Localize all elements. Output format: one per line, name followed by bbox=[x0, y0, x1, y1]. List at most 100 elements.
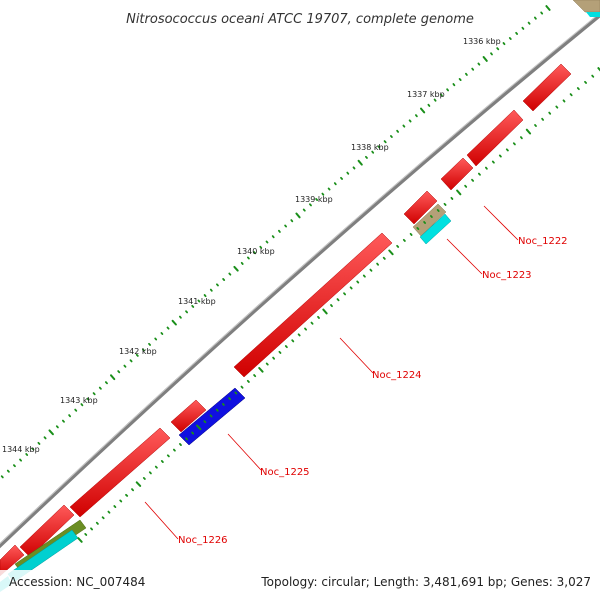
minor-tick-mark bbox=[458, 78, 462, 81]
major-tick-mark bbox=[295, 212, 301, 219]
gene-label-noc-1222[interactable]: Noc_1222 bbox=[518, 236, 568, 247]
minor-tick-mark bbox=[315, 197, 319, 202]
minor-tick-mark bbox=[31, 447, 35, 451]
minor-tick-mark bbox=[129, 359, 133, 363]
minor-tick-mark bbox=[117, 370, 121, 374]
major-tick-mark bbox=[77, 537, 83, 543]
gene-label-noc-1226[interactable]: Noc_1226 bbox=[178, 535, 228, 546]
minor-tick-mark bbox=[584, 80, 587, 84]
minor-tick-mark bbox=[55, 425, 59, 429]
gene-noc-1223[interactable] bbox=[419, 213, 452, 245]
minor-tick-mark bbox=[6, 469, 10, 473]
minor-tick-mark bbox=[234, 391, 238, 395]
outer-tick-ring bbox=[0, 5, 551, 479]
minor-tick-mark bbox=[166, 326, 170, 330]
minor-tick-mark bbox=[555, 105, 559, 109]
gene-noc-1224[interactable] bbox=[233, 232, 393, 378]
minor-tick-mark bbox=[402, 238, 406, 242]
gene-noc-1226[interactable] bbox=[69, 427, 171, 518]
kbp-label-group: 1336 kbp 1337 kbp 1338 kbp 1339 kbp 1340… bbox=[2, 37, 501, 454]
major-tick-mark bbox=[482, 56, 488, 62]
minor-tick-mark bbox=[333, 182, 337, 186]
minor-tick-mark bbox=[364, 155, 368, 159]
major-tick-mark bbox=[420, 107, 426, 114]
genome-summary-text: Topology: circular; Length: 3,481,691 bp… bbox=[260, 575, 591, 589]
minor-tick-mark bbox=[327, 187, 331, 191]
minor-tick-mark bbox=[377, 145, 381, 149]
minor-tick-mark bbox=[265, 362, 269, 366]
minor-tick-mark bbox=[452, 83, 456, 87]
minor-tick-mark bbox=[534, 16, 537, 20]
minor-tick-mark bbox=[185, 310, 189, 314]
gene-label-noc-1223[interactable]: Noc_1223 bbox=[482, 270, 532, 281]
minor-tick-mark bbox=[515, 31, 518, 35]
feature-top-right[interactable] bbox=[572, 0, 600, 13]
minor-tick-mark bbox=[95, 521, 99, 525]
minor-tick-mark bbox=[512, 142, 516, 146]
gene-block-1344a[interactable] bbox=[19, 504, 75, 558]
minor-tick-mark bbox=[308, 203, 312, 207]
minor-tick-mark bbox=[209, 288, 213, 292]
minor-tick-mark bbox=[291, 339, 295, 343]
genome-backbone bbox=[0, 13, 600, 549]
minor-tick-mark bbox=[178, 442, 182, 447]
minor-tick-mark bbox=[90, 527, 93, 531]
minor-tick-mark bbox=[43, 436, 47, 440]
kbp-label-1340: 1340 kbp bbox=[237, 247, 275, 256]
minor-tick-mark bbox=[423, 220, 427, 225]
major-tick-mark bbox=[322, 308, 328, 315]
gene-label-noc-1225[interactable]: Noc_1225 bbox=[260, 467, 310, 478]
major-tick-mark bbox=[110, 374, 116, 381]
kbp-label-1343: 1343 kbp bbox=[60, 396, 98, 405]
gene-label-noc-1224[interactable]: Noc_1224 bbox=[372, 370, 422, 381]
minor-tick-mark bbox=[246, 379, 250, 383]
leader-noc-1226 bbox=[144, 501, 179, 540]
minor-tick-mark bbox=[101, 516, 105, 520]
minor-tick-mark bbox=[154, 337, 158, 341]
gene-block-1337[interactable] bbox=[466, 109, 524, 167]
minor-tick-mark bbox=[330, 304, 333, 308]
minor-tick-mark bbox=[271, 235, 275, 239]
gene-noc-1222[interactable] bbox=[403, 190, 438, 225]
minor-tick-mark bbox=[185, 437, 189, 441]
minor-tick-mark bbox=[464, 184, 468, 188]
feature-top-right-cyan[interactable] bbox=[586, 12, 600, 17]
minor-tick-mark bbox=[471, 178, 475, 182]
minor-tick-mark bbox=[166, 454, 170, 458]
major-tick-mark bbox=[597, 67, 600, 72]
leader-noc-1225 bbox=[227, 433, 262, 471]
gene-block-1344b[interactable] bbox=[0, 544, 25, 577]
minor-tick-mark bbox=[228, 272, 232, 276]
gene-noc-1223-tan[interactable] bbox=[412, 203, 447, 237]
minor-tick-mark bbox=[408, 119, 412, 123]
minor-tick-mark bbox=[562, 99, 566, 103]
minor-tick-mark bbox=[317, 315, 320, 319]
gene-block-1342[interactable] bbox=[170, 399, 207, 433]
leader-noc-1224 bbox=[339, 337, 374, 374]
minor-tick-mark bbox=[416, 226, 420, 231]
minor-tick-mark bbox=[304, 327, 308, 331]
minor-tick-mark bbox=[12, 464, 16, 468]
minor-tick-mark bbox=[265, 240, 269, 244]
minor-tick-mark bbox=[92, 392, 96, 396]
minor-tick-mark bbox=[389, 134, 393, 139]
minor-tick-mark bbox=[191, 304, 195, 308]
kbp-label-1339: 1339 kbp bbox=[295, 195, 333, 204]
minor-tick-mark bbox=[502, 42, 506, 46]
minor-tick-mark bbox=[259, 245, 263, 249]
minor-tick-mark bbox=[277, 229, 281, 233]
minor-tick-mark bbox=[284, 224, 288, 228]
genome-backbone-highlight bbox=[0, 12, 600, 545]
gene-block-1338[interactable] bbox=[440, 157, 474, 191]
gene-block-1336[interactable] bbox=[522, 63, 572, 112]
minor-tick-mark bbox=[191, 431, 195, 435]
major-tick-mark bbox=[357, 159, 363, 166]
kbp-label-1338: 1338 kbp bbox=[351, 143, 389, 152]
minor-tick-mark bbox=[113, 505, 117, 509]
minor-tick-mark bbox=[141, 348, 145, 352]
minor-tick-mark bbox=[172, 448, 176, 452]
minor-tick-mark bbox=[222, 277, 226, 282]
minor-tick-mark bbox=[209, 414, 213, 418]
minor-tick-mark bbox=[160, 459, 164, 464]
minor-tick-mark bbox=[436, 208, 440, 213]
